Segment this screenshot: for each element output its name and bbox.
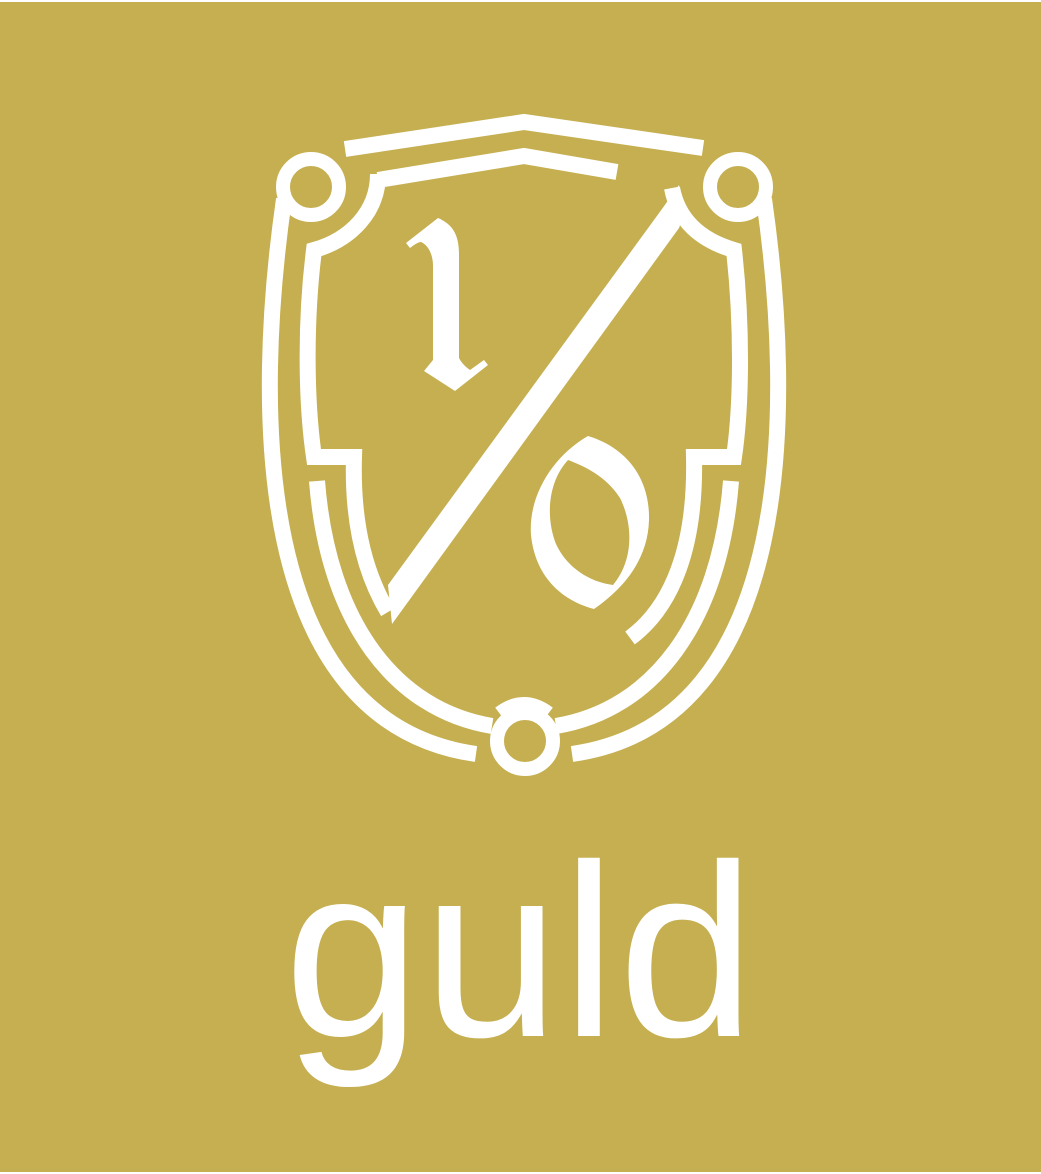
shield-outer-right xyxy=(570,197,787,762)
shield-crest-icon xyxy=(261,113,787,776)
roof-outer-line xyxy=(343,113,705,157)
rivet-top-right xyxy=(703,152,773,222)
monogram-o xyxy=(530,436,650,609)
shield-middle-bottom xyxy=(495,697,553,721)
shield-inner-right xyxy=(625,186,748,645)
shield-inner-left xyxy=(299,173,395,617)
shield-middle-right xyxy=(554,480,739,734)
shield-outer-left xyxy=(261,197,478,762)
monogram-slash xyxy=(388,185,682,624)
badge-label: guld xyxy=(283,814,758,1089)
shield-middle-left xyxy=(309,480,494,734)
roof-inner-line xyxy=(376,147,619,188)
rivet-bottom xyxy=(490,706,560,776)
rivet-top-left xyxy=(276,152,346,222)
monogram-l xyxy=(406,218,488,391)
